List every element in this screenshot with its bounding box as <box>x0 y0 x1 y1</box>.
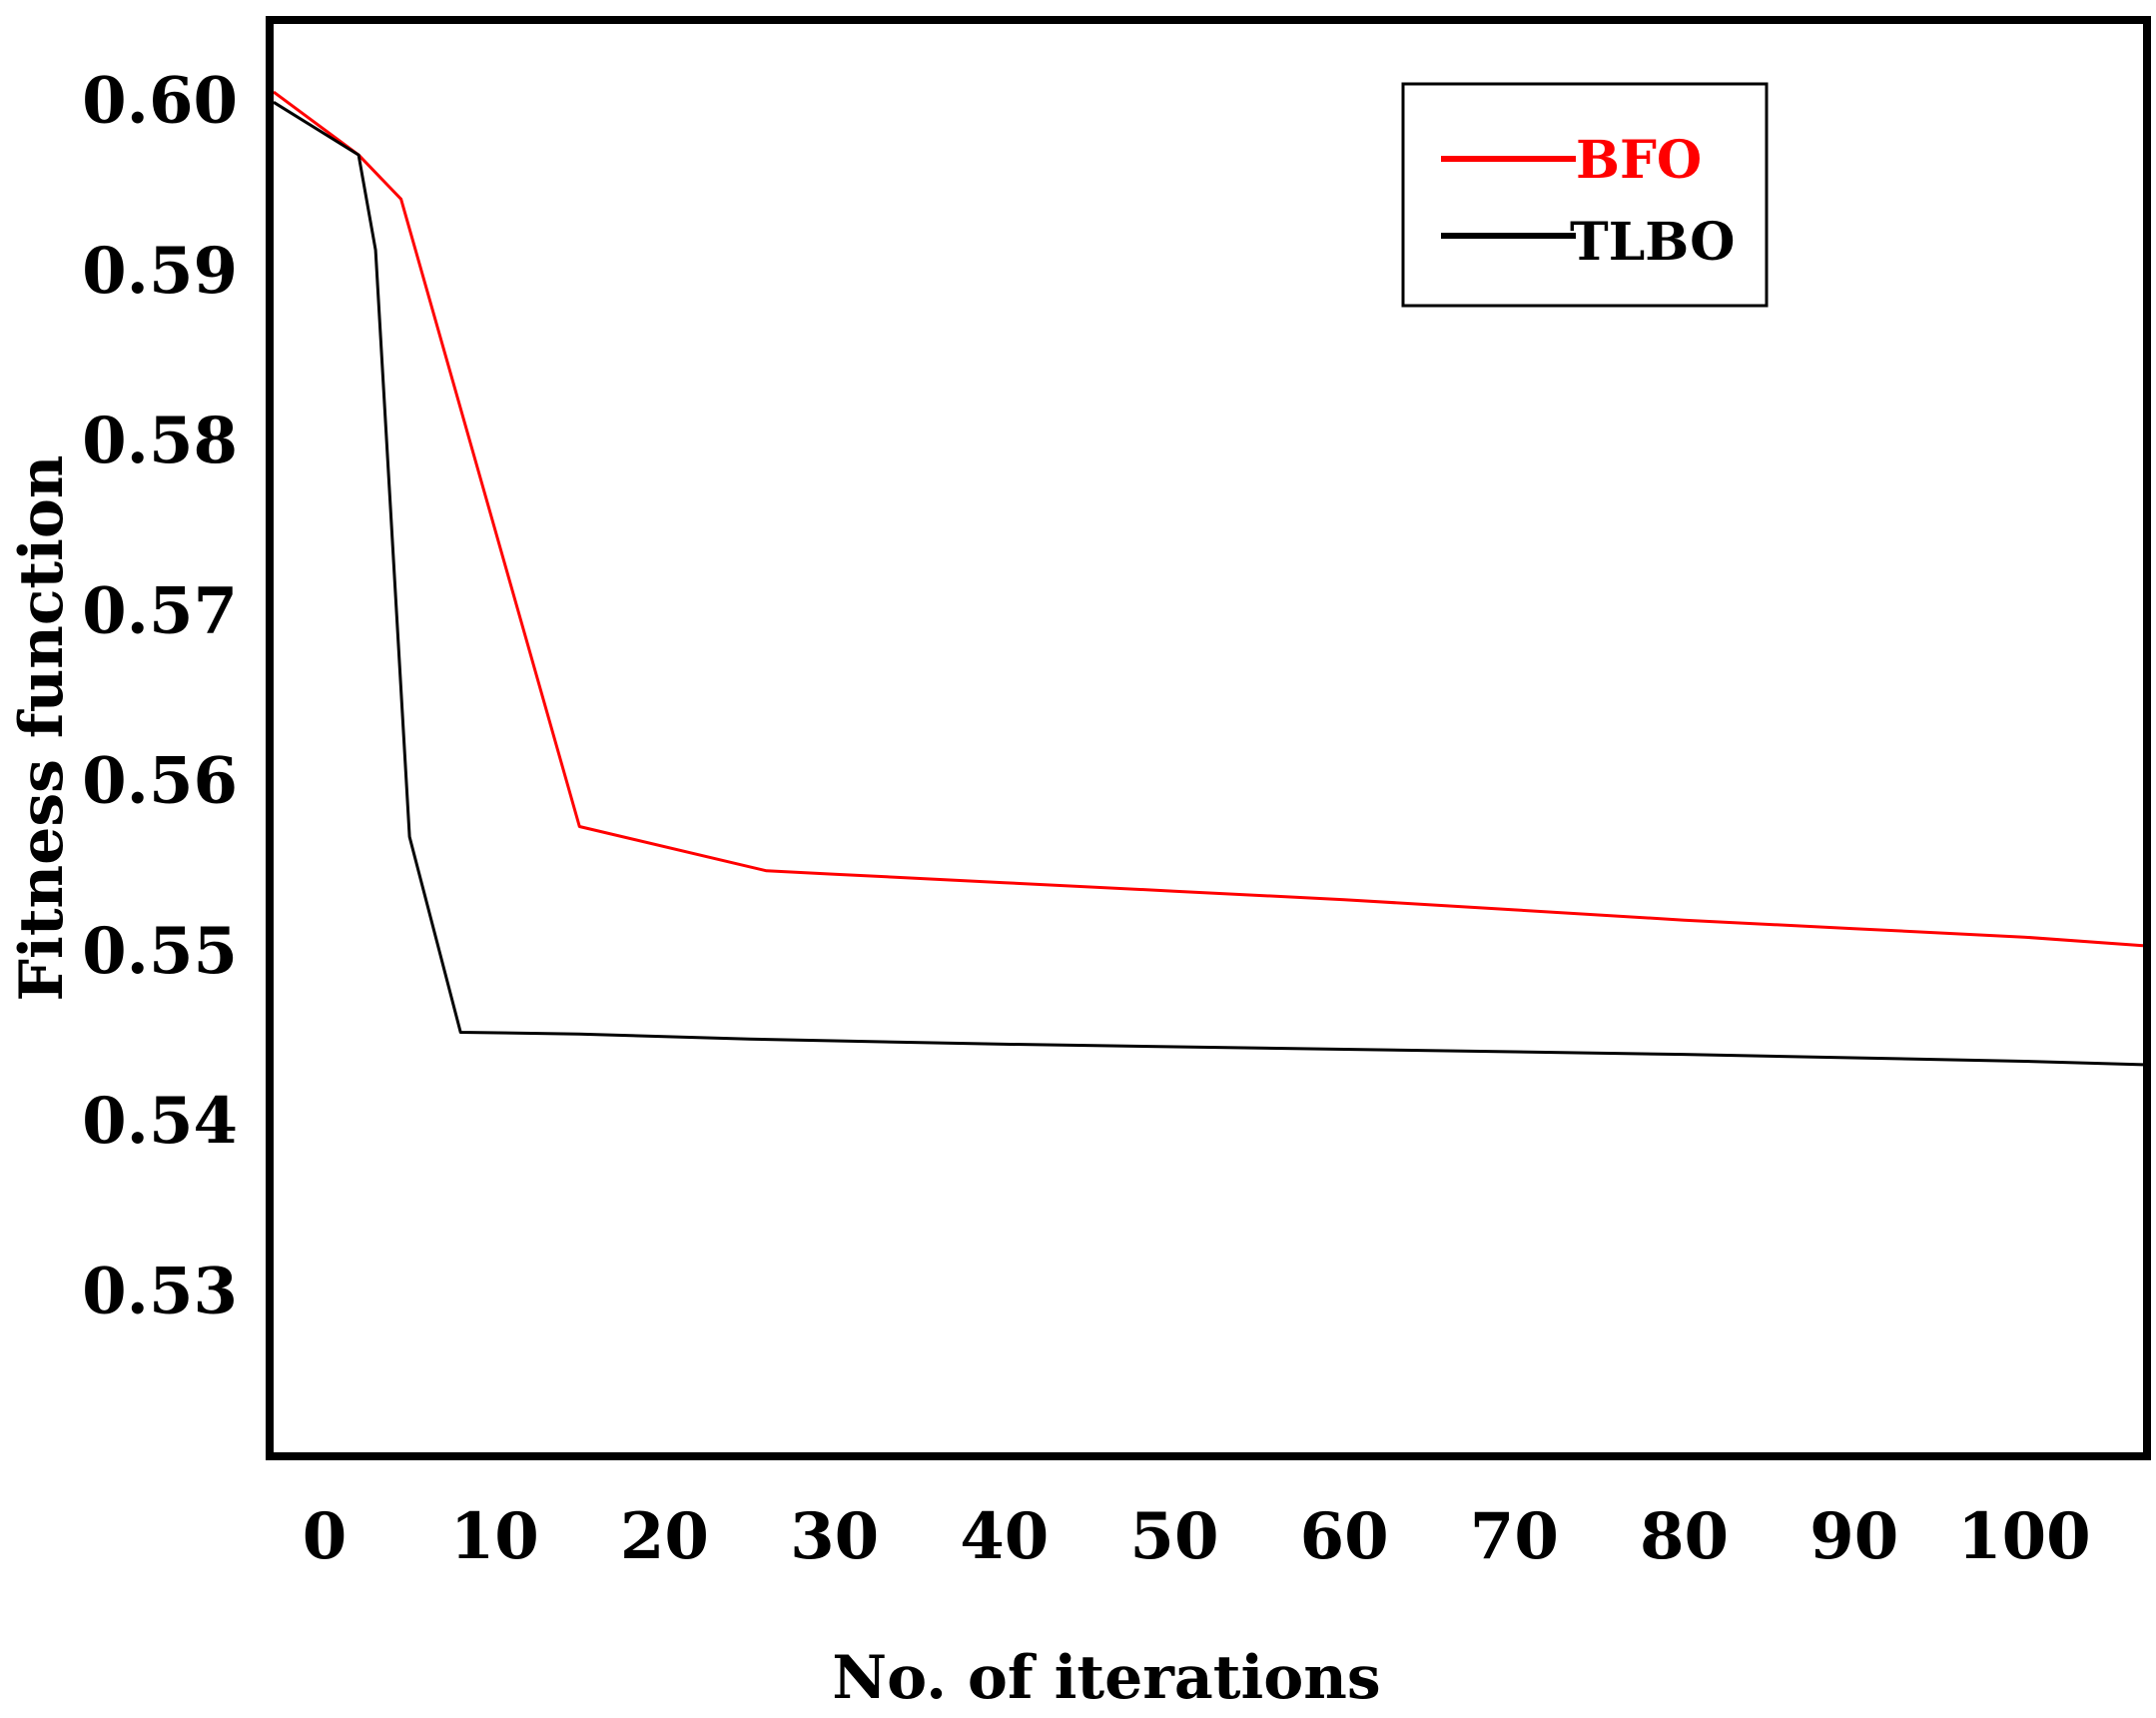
x-tick-label: 80 <box>1640 1499 1729 1574</box>
legend: BFO TLBO <box>1401 82 1769 308</box>
x-tick-label: 0 <box>303 1499 348 1574</box>
y-tick-label: 0.58 <box>82 404 238 478</box>
y-tick-label: 0.59 <box>82 234 238 309</box>
y-tick-label: 0.53 <box>82 1254 238 1328</box>
x-tick-label: 30 <box>790 1499 879 1574</box>
y-tick-labels: 0.60 0.59 0.58 0.57 0.56 0.55 0.54 0.53 <box>82 64 238 1329</box>
legend-label-bfo: BFO <box>1576 130 1702 191</box>
y-tick-label: 0.55 <box>82 914 238 989</box>
legend-label-tlbo: TLBO <box>1570 212 1735 273</box>
y-axis-title: Fitness function <box>7 454 77 1001</box>
x-tick-labels: 0 10 20 30 40 50 60 70 80 90 100 <box>303 1499 2091 1574</box>
x-tick-label: 20 <box>620 1499 709 1574</box>
x-tick-label: 50 <box>1129 1499 1218 1574</box>
legend-box <box>1401 82 1769 308</box>
x-tick-label: 90 <box>1809 1499 1898 1574</box>
series-line-bfo <box>273 90 2144 948</box>
y-tick-label: 0.60 <box>82 64 238 139</box>
y-tick-label: 0.54 <box>82 1084 238 1159</box>
x-tick-label: 70 <box>1470 1499 1559 1574</box>
x-tick-label: 10 <box>450 1499 539 1574</box>
series-line-tlbo <box>273 101 2144 1067</box>
x-tick-label: 40 <box>960 1499 1049 1574</box>
x-tick-label: 60 <box>1300 1499 1389 1574</box>
y-tick-label: 0.57 <box>82 573 238 648</box>
plot-area-frame <box>266 16 2151 1460</box>
series-layer <box>273 90 2144 1067</box>
y-tick-label: 0.56 <box>82 744 238 819</box>
x-tick-label: 100 <box>1957 1499 2091 1574</box>
x-axis-title: No. of iterations <box>832 1643 1380 1713</box>
